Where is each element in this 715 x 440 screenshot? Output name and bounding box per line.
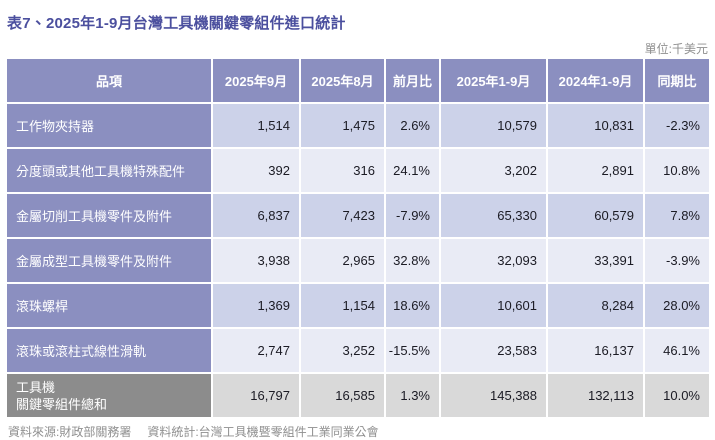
total-cell-mom: 1.3% bbox=[386, 374, 439, 417]
row-label: 金屬成型工具機零件及附件 bbox=[7, 239, 211, 282]
total-cell-2024-ytd: 132,113 bbox=[548, 374, 643, 417]
header-row: 品項 2025年9月 2025年8月 前月比 2025年1-9月 2024年1-… bbox=[7, 59, 709, 102]
cell-mom: -15.5% bbox=[386, 329, 439, 372]
cell-yoy: -3.9% bbox=[645, 239, 709, 282]
cell-2024-ytd: 10,831 bbox=[548, 104, 643, 147]
total-cell-yoy: 10.0% bbox=[645, 374, 709, 417]
cell-2025-09: 392 bbox=[213, 149, 299, 192]
col-header-yoy: 同期比 bbox=[645, 59, 709, 102]
row-label: 滾珠或滾柱式線性滑軌 bbox=[7, 329, 211, 372]
table-row: 滾珠螺桿 1,369 1,154 18.6% 10,601 8,284 28.0… bbox=[7, 284, 709, 327]
total-label-line1: 工具機 bbox=[16, 379, 56, 395]
cell-mom: 24.1% bbox=[386, 149, 439, 192]
cell-2025-09: 1,369 bbox=[213, 284, 299, 327]
cell-2025-08: 3,252 bbox=[301, 329, 384, 372]
cell-2025-ytd: 23,583 bbox=[441, 329, 546, 372]
table-header: 品項 2025年9月 2025年8月 前月比 2025年1-9月 2024年1-… bbox=[7, 59, 709, 102]
cell-2024-ytd: 16,137 bbox=[548, 329, 643, 372]
cell-2025-ytd: 65,330 bbox=[441, 194, 546, 237]
cell-2025-08: 1,475 bbox=[301, 104, 384, 147]
row-label: 滾珠螺桿 bbox=[7, 284, 211, 327]
cell-yoy: 7.8% bbox=[645, 194, 709, 237]
col-header-2025-09: 2025年9月 bbox=[213, 59, 299, 102]
total-label-line2: 關鍵零組件總和 bbox=[16, 396, 108, 412]
cell-mom: -7.9% bbox=[386, 194, 439, 237]
cell-2024-ytd: 60,579 bbox=[548, 194, 643, 237]
table-total-section: 工具機 關鍵零組件總和 16,797 16,585 1.3% 145,388 1… bbox=[7, 374, 709, 417]
row-label: 金屬切削工具機零件及附件 bbox=[7, 194, 211, 237]
cell-2025-ytd: 3,202 bbox=[441, 149, 546, 192]
cell-2025-08: 7,423 bbox=[301, 194, 384, 237]
col-header-2025-ytd: 2025年1-9月 bbox=[441, 59, 546, 102]
col-header-2024-ytd: 2024年1-9月 bbox=[548, 59, 643, 102]
cell-2025-08: 2,965 bbox=[301, 239, 384, 282]
page-title: 表7、2025年1-9月台灣工具機關鍵零組件進口統計 bbox=[7, 15, 346, 32]
footer-stats: 資料統計:台灣工具機暨零組件工業同業公會 bbox=[147, 425, 379, 439]
cell-2025-ytd: 32,093 bbox=[441, 239, 546, 282]
cell-2025-09: 6,837 bbox=[213, 194, 299, 237]
total-row: 工具機 關鍵零組件總和 16,797 16,585 1.3% 145,388 1… bbox=[7, 374, 709, 417]
cell-2024-ytd: 2,891 bbox=[548, 149, 643, 192]
table-row: 工作物夾持器 1,514 1,475 2.6% 10,579 10,831 -2… bbox=[7, 104, 709, 147]
total-cell-2025-09: 16,797 bbox=[213, 374, 299, 417]
table-row: 金屬成型工具機零件及附件 3,938 2,965 32.8% 32,093 33… bbox=[7, 239, 709, 282]
cell-yoy: 46.1% bbox=[645, 329, 709, 372]
col-header-item: 品項 bbox=[7, 59, 211, 102]
cell-2025-09: 3,938 bbox=[213, 239, 299, 282]
row-label: 分度頭或其他工具機特殊配件 bbox=[7, 149, 211, 192]
cell-2025-08: 316 bbox=[301, 149, 384, 192]
table-row: 滾珠或滾柱式線性滑軌 2,747 3,252 -15.5% 23,583 16,… bbox=[7, 329, 709, 372]
table-row: 分度頭或其他工具機特殊配件 392 316 24.1% 3,202 2,891 … bbox=[7, 149, 709, 192]
cell-mom: 32.8% bbox=[386, 239, 439, 282]
cell-mom: 2.6% bbox=[386, 104, 439, 147]
col-header-2025-08: 2025年8月 bbox=[301, 59, 384, 102]
col-header-mom: 前月比 bbox=[386, 59, 439, 102]
cell-mom: 18.6% bbox=[386, 284, 439, 327]
cell-2025-08: 1,154 bbox=[301, 284, 384, 327]
footer-source: 資料來源:財政部關務署 bbox=[8, 425, 132, 439]
cell-yoy: 28.0% bbox=[645, 284, 709, 327]
total-row-label: 工具機 關鍵零組件總和 bbox=[7, 374, 211, 417]
footer-note: 資料來源:財政部關務署 資料統計:台灣工具機暨零組件工業同業公會 bbox=[8, 423, 711, 440]
table-row: 金屬切削工具機零件及附件 6,837 7,423 -7.9% 65,330 60… bbox=[7, 194, 709, 237]
cell-2024-ytd: 8,284 bbox=[548, 284, 643, 327]
import-stats-table: 品項 2025年9月 2025年8月 前月比 2025年1-9月 2024年1-… bbox=[5, 57, 711, 419]
total-cell-2025-ytd: 145,388 bbox=[441, 374, 546, 417]
cell-2024-ytd: 33,391 bbox=[548, 239, 643, 282]
total-cell-2025-08: 16,585 bbox=[301, 374, 384, 417]
cell-2025-ytd: 10,601 bbox=[441, 284, 546, 327]
table-body: 工作物夾持器 1,514 1,475 2.6% 10,579 10,831 -2… bbox=[7, 104, 709, 372]
cell-2025-09: 2,747 bbox=[213, 329, 299, 372]
cell-yoy: 10.8% bbox=[645, 149, 709, 192]
cell-2025-09: 1,514 bbox=[213, 104, 299, 147]
cell-2025-ytd: 10,579 bbox=[441, 104, 546, 147]
cell-yoy: -2.3% bbox=[645, 104, 709, 147]
row-label: 工作物夾持器 bbox=[7, 104, 211, 147]
unit-label: 單位:千美元 bbox=[644, 42, 708, 56]
